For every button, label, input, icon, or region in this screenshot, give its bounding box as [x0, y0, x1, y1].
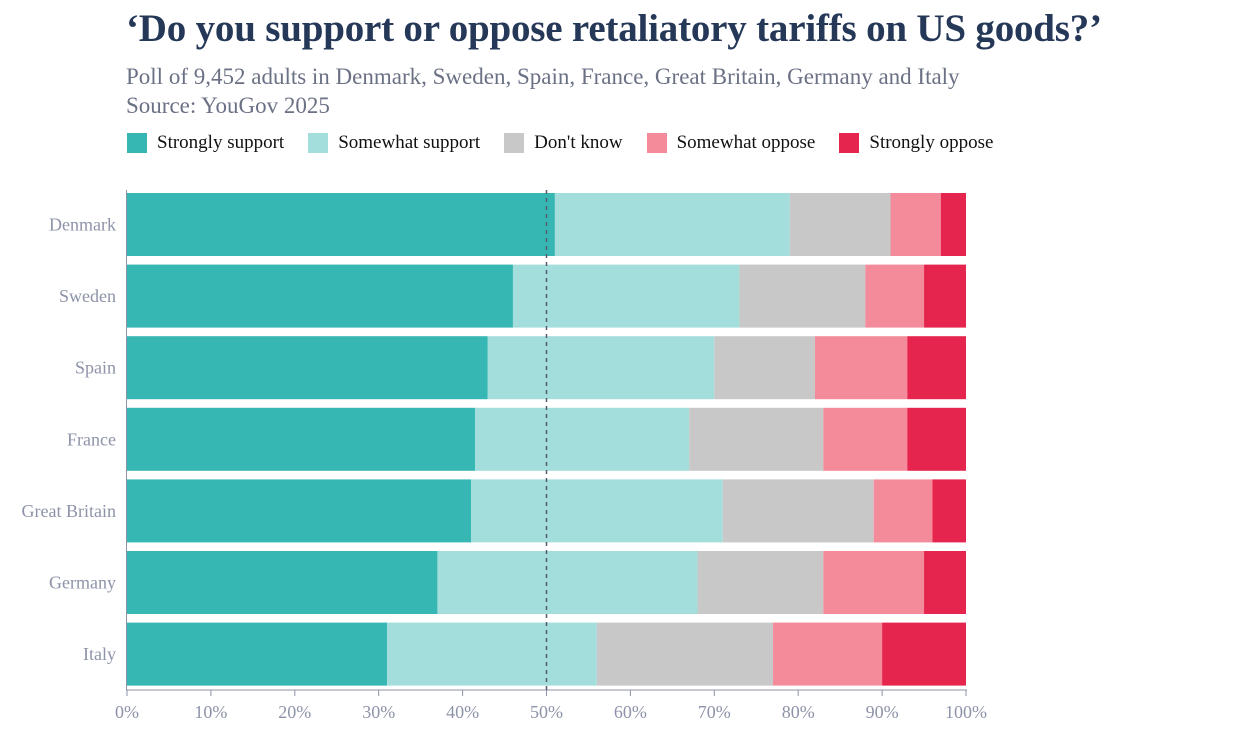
bar-great-britain-somewhat-oppose: [873, 479, 933, 543]
bar-france-somewhat-oppose: [823, 407, 908, 471]
category-label-italy: Italy: [83, 644, 116, 664]
category-label-france: France: [67, 429, 116, 449]
legend-swatch-somewhat-support: [308, 133, 329, 153]
legend-swatch-strongly-support: [127, 133, 147, 153]
bar-sweden-don-t-know: [739, 264, 866, 328]
legend-item-dont-know: Don't know: [504, 132, 623, 154]
bar-germany-strongly-oppose: [924, 551, 966, 614]
bar-denmark-somewhat-oppose: [890, 193, 941, 256]
bar-sweden-strongly-support: [127, 264, 513, 328]
legend-item-somewhat-oppose: Somewhat oppose: [646, 132, 816, 154]
bar-france-strongly-support: [127, 407, 476, 471]
bar-italy-somewhat-oppose: [773, 622, 883, 686]
bar-great-britain-strongly-oppose: [932, 479, 966, 543]
x-tick-label-4: 40%: [446, 702, 479, 722]
legend-item-strongly-oppose: Strongly oppose: [839, 132, 993, 154]
bar-italy-strongly-support: [127, 622, 388, 686]
bar-france-strongly-oppose: [907, 407, 966, 471]
category-label-spain: Spain: [75, 358, 116, 378]
legend-label-strongly-oppose: Strongly oppose: [869, 132, 994, 153]
x-tick-label-1: 10%: [194, 702, 227, 722]
chart-source: Source: YouGov 2025: [126, 93, 330, 118]
bar-denmark-don-t-know: [789, 193, 891, 256]
bar-great-britain-somewhat-support: [470, 479, 723, 543]
chart-legend: Strongly support Somewhat support Don't …: [127, 132, 1017, 154]
x-tick-label-5: 50%: [530, 702, 563, 722]
bar-italy-somewhat-support: [387, 622, 597, 686]
legend-label-strongly-support: Strongly support: [157, 132, 285, 153]
bar-great-britain-strongly-support: [127, 479, 471, 543]
category-label-sweden: Sweden: [59, 286, 116, 306]
legend-swatch-strongly-oppose: [839, 133, 860, 153]
x-tick-label-2: 20%: [278, 702, 311, 722]
bar-spain-strongly-oppose: [907, 336, 966, 400]
bar-spain-don-t-know: [714, 336, 815, 400]
bar-italy-strongly-oppose: [882, 622, 966, 686]
legend-swatch-dont-know: [504, 133, 525, 153]
legend-swatch-somewhat-oppose: [646, 133, 667, 153]
bar-great-britain-don-t-know: [722, 479, 874, 543]
legend-item-strongly-support: Strongly support: [127, 132, 284, 154]
bar-denmark-strongly-oppose: [940, 193, 966, 256]
bar-denmark-strongly-support: [127, 193, 555, 256]
bar-germany-don-t-know: [697, 551, 824, 614]
x-tick-label-10: 100%: [945, 702, 987, 722]
chart-title: ‘Do you support or oppose retaliatory ta…: [126, 7, 1102, 50]
x-tick-label-3: 30%: [362, 702, 395, 722]
bar-italy-don-t-know: [596, 622, 774, 686]
x-tick-label-9: 90%: [866, 702, 899, 722]
category-label-germany: Germany: [49, 573, 116, 593]
bar-germany-somewhat-oppose: [823, 551, 925, 614]
category-label-great-britain: Great Britain: [22, 501, 116, 521]
legend-item-somewhat-support: Somewhat support: [308, 132, 480, 154]
bar-germany-somewhat-support: [437, 551, 698, 614]
bar-sweden-somewhat-support: [512, 264, 740, 328]
x-tick-label-0: 0%: [115, 702, 139, 722]
bar-spain-somewhat-oppose: [814, 336, 908, 400]
legend-label-dont-know: Don't know: [534, 132, 623, 153]
chart-subtitle: Poll of 9,452 adults in Denmark, Sweden,…: [126, 64, 960, 89]
x-tick-label-7: 70%: [698, 702, 731, 722]
x-tick-label-8: 80%: [782, 702, 815, 722]
bar-spain-somewhat-support: [487, 336, 715, 400]
bars: [127, 193, 966, 686]
x-tick-label-6: 60%: [614, 702, 647, 722]
bar-spain-strongly-support: [127, 336, 488, 400]
bar-germany-strongly-support: [127, 551, 438, 614]
legend-label-somewhat-support: Somewhat support: [338, 132, 481, 153]
bar-denmark-somewhat-support: [554, 193, 790, 256]
category-label-denmark: Denmark: [49, 215, 116, 235]
bar-france-somewhat-support: [475, 407, 690, 471]
bar-france-don-t-know: [689, 407, 824, 471]
bar-sweden-strongly-oppose: [924, 264, 966, 328]
bar-sweden-somewhat-oppose: [865, 264, 925, 328]
legend-label-somewhat-oppose: Somewhat oppose: [676, 132, 816, 153]
